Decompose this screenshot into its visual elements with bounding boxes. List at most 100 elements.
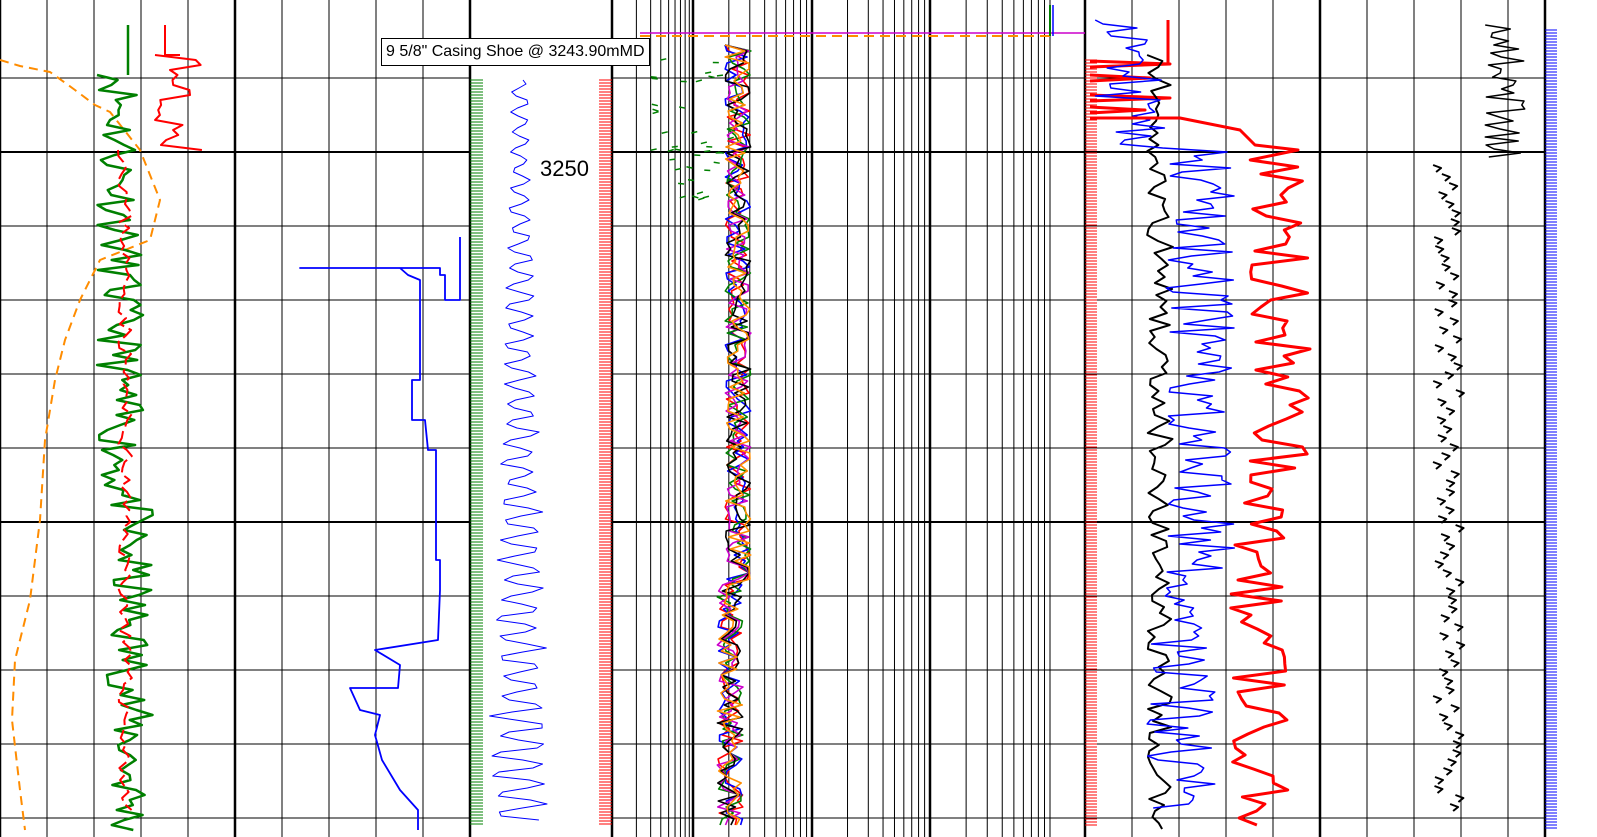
black-sparse-dash (1434, 776, 1444, 785)
black-sparse-dash (1440, 614, 1450, 623)
black-sparse-dash (1447, 353, 1457, 362)
black-sparse-dash (1447, 596, 1457, 605)
green-scatter-dash (651, 77, 658, 80)
black-sparse-dash (1432, 461, 1442, 470)
green-scatter-dash (652, 108, 659, 112)
black-sparse-dash (1441, 263, 1451, 272)
black-sparse-dash (1445, 407, 1456, 416)
black-sparse-dash (1445, 542, 1456, 551)
black-sparse-dash (1445, 479, 1456, 488)
green-scatter-dash (678, 106, 686, 109)
green-scatter-dash (691, 130, 698, 134)
green-scatter-dash (704, 71, 712, 74)
green-scatter-dash (692, 195, 699, 199)
black-sparse-dash (1442, 569, 1452, 578)
black-sparse-dash (1443, 722, 1453, 731)
black-sparse-dash (1448, 182, 1459, 191)
black-sparse-dash (1455, 389, 1465, 398)
black-sparse-dash (1434, 245, 1445, 254)
black-sparse-dash (1452, 740, 1463, 749)
black-sparse-dash (1434, 560, 1444, 569)
black-sparse-dash (1432, 695, 1443, 704)
black-sparse-dash (1450, 659, 1460, 668)
black-sparse-dash (1438, 668, 1449, 677)
black-sparse-dash (1443, 767, 1453, 776)
black-sparse-dash (1439, 326, 1449, 335)
black-sparse-dash (1434, 344, 1444, 353)
black-sparse-dash (1433, 236, 1444, 245)
green-scatter-dash (674, 167, 681, 171)
black-sparse-dash (1442, 425, 1453, 434)
black-sparse-dash (1444, 650, 1455, 659)
green-scatter-dash (695, 79, 703, 83)
black-sparse-dash (1448, 605, 1458, 614)
black-sparse-dash (1449, 443, 1459, 452)
black-sparse-dash (1450, 218, 1460, 227)
green-scatter-dash (717, 151, 724, 154)
caliper-red-top (154, 54, 203, 151)
black-sparse-dash (1434, 785, 1444, 794)
green-scatter-dash (698, 197, 705, 201)
black-sparse-dash (1450, 704, 1460, 713)
green-scatter-dash (728, 128, 736, 132)
black-sparse-dash (1452, 749, 1462, 758)
black-sparse-dash (1449, 317, 1459, 326)
black-sparse-dash (1445, 686, 1455, 695)
red-spike (1089, 59, 1172, 69)
black-sparse-dash (1452, 335, 1463, 344)
black-sparse-dash (1436, 497, 1446, 506)
black-sparse-dash (1439, 551, 1450, 560)
black-sparse-dash (1445, 488, 1455, 497)
black-sparse-dash (1451, 209, 1461, 218)
green-scatter-dash (678, 182, 685, 185)
black-sparse-dash (1453, 362, 1463, 371)
caliper-red-hook (164, 25, 180, 56)
black-sparse-dash (1441, 452, 1451, 461)
red-spike (1089, 93, 1172, 103)
blue-noisy-curve (1094, 19, 1236, 809)
black-sparse-dash (1445, 506, 1455, 515)
green-scatter-dash (686, 165, 693, 169)
green-scatter-dash (713, 161, 720, 164)
red-spike (1089, 105, 1147, 115)
black-sparse-dash (1455, 641, 1466, 650)
black-sparse-dash (1439, 632, 1449, 641)
track-grid (0, 0, 1547, 837)
green-scatter-dash (667, 148, 674, 153)
black-sparse-dash (1455, 794, 1465, 803)
log-curves (0, 5, 1557, 832)
depth-label-3250: 3250 (538, 156, 591, 182)
green-scatter-dash (679, 195, 687, 199)
black-sparse-dash (1449, 803, 1460, 812)
green-scatter-dash (708, 75, 715, 79)
black-sparse-dash (1435, 281, 1445, 290)
green-scatter-dash (669, 158, 676, 161)
black-sparse-dash (1443, 677, 1454, 686)
black-sparse-dash (1437, 515, 1448, 524)
green-scatter-dash (671, 145, 678, 148)
blue-depth-trace (489, 79, 548, 821)
orange-dashed-curve (0, 59, 161, 831)
black-sparse-dash (1445, 587, 1456, 596)
black-sparse-dash (1440, 254, 1450, 263)
green-scatter-dash (660, 58, 667, 61)
black-sparse-dash (1440, 533, 1451, 542)
casing-shoe-label: 9 5/8" Casing Shoe @ 3243.90mMD (381, 38, 650, 66)
black-sparse-dash (1449, 272, 1460, 281)
black-sparse-dash (1438, 713, 1449, 722)
black-wiggle-curve (1146, 54, 1174, 830)
green-scatter-dash (696, 191, 704, 195)
black-sparse-top (1484, 24, 1526, 158)
black-sparse-dash (1437, 398, 1447, 407)
green-scatter-dash (661, 131, 668, 134)
black-sparse-dash (1448, 299, 1458, 308)
black-sparse-dash (1451, 227, 1461, 236)
blue-step-curve (299, 237, 461, 830)
green-scatter-dash (650, 148, 657, 152)
green-scatter-dash (704, 150, 711, 153)
caliper-red-curve (117, 149, 133, 811)
green-scatter-dash (716, 74, 724, 77)
green-scatter-dash (674, 148, 681, 151)
black-sparse-dash (1444, 371, 1454, 380)
